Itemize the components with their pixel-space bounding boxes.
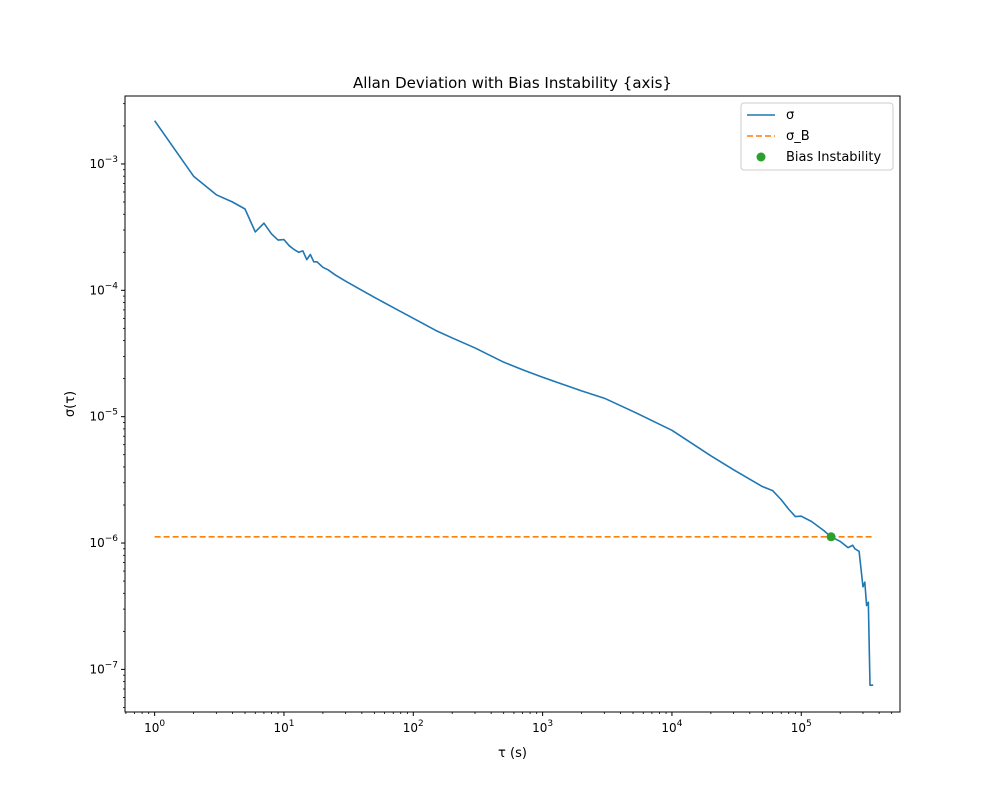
legend-box [740,102,894,171]
x-tick-label: 104 [661,719,682,735]
legend-sigma-label: σ [786,108,794,123]
x-tick-label: 105 [791,719,812,735]
legend-bias-label: Bias Instability [786,150,881,165]
bias-instability-point [826,532,836,542]
y-axis-ticks: 10−7 10−6 10−5 10−4 10−3 [89,103,125,708]
series-sigma-line [153,120,874,686]
x-tick-label: 102 [403,719,424,735]
plot-frame [124,95,901,713]
y-tick-label: 10−5 [89,408,118,424]
x-axis-label: τ (s) [498,746,527,761]
x-tick-label: 100 [144,719,165,735]
legend-sigma-b-label: σ_B [786,129,810,144]
legend-bias-marker [756,152,766,162]
x-tick-label: 101 [273,719,294,735]
legend: σ σ_B Bias Instability [740,102,894,171]
x-axis-ticks: 100 101 102 103 104 105 [125,712,893,735]
chart-title: Allan Deviation with Bias Instability {a… [353,74,672,92]
x-tick-label: 103 [532,719,553,735]
y-tick-label: 10−3 [89,155,118,171]
y-tick-label: 10−7 [89,660,118,676]
bias-instability-points [826,532,836,542]
y-axis-label: σ(τ) [63,391,78,417]
y-tick-label: 10−4 [89,281,118,297]
y-tick-label: 10−6 [89,534,118,550]
